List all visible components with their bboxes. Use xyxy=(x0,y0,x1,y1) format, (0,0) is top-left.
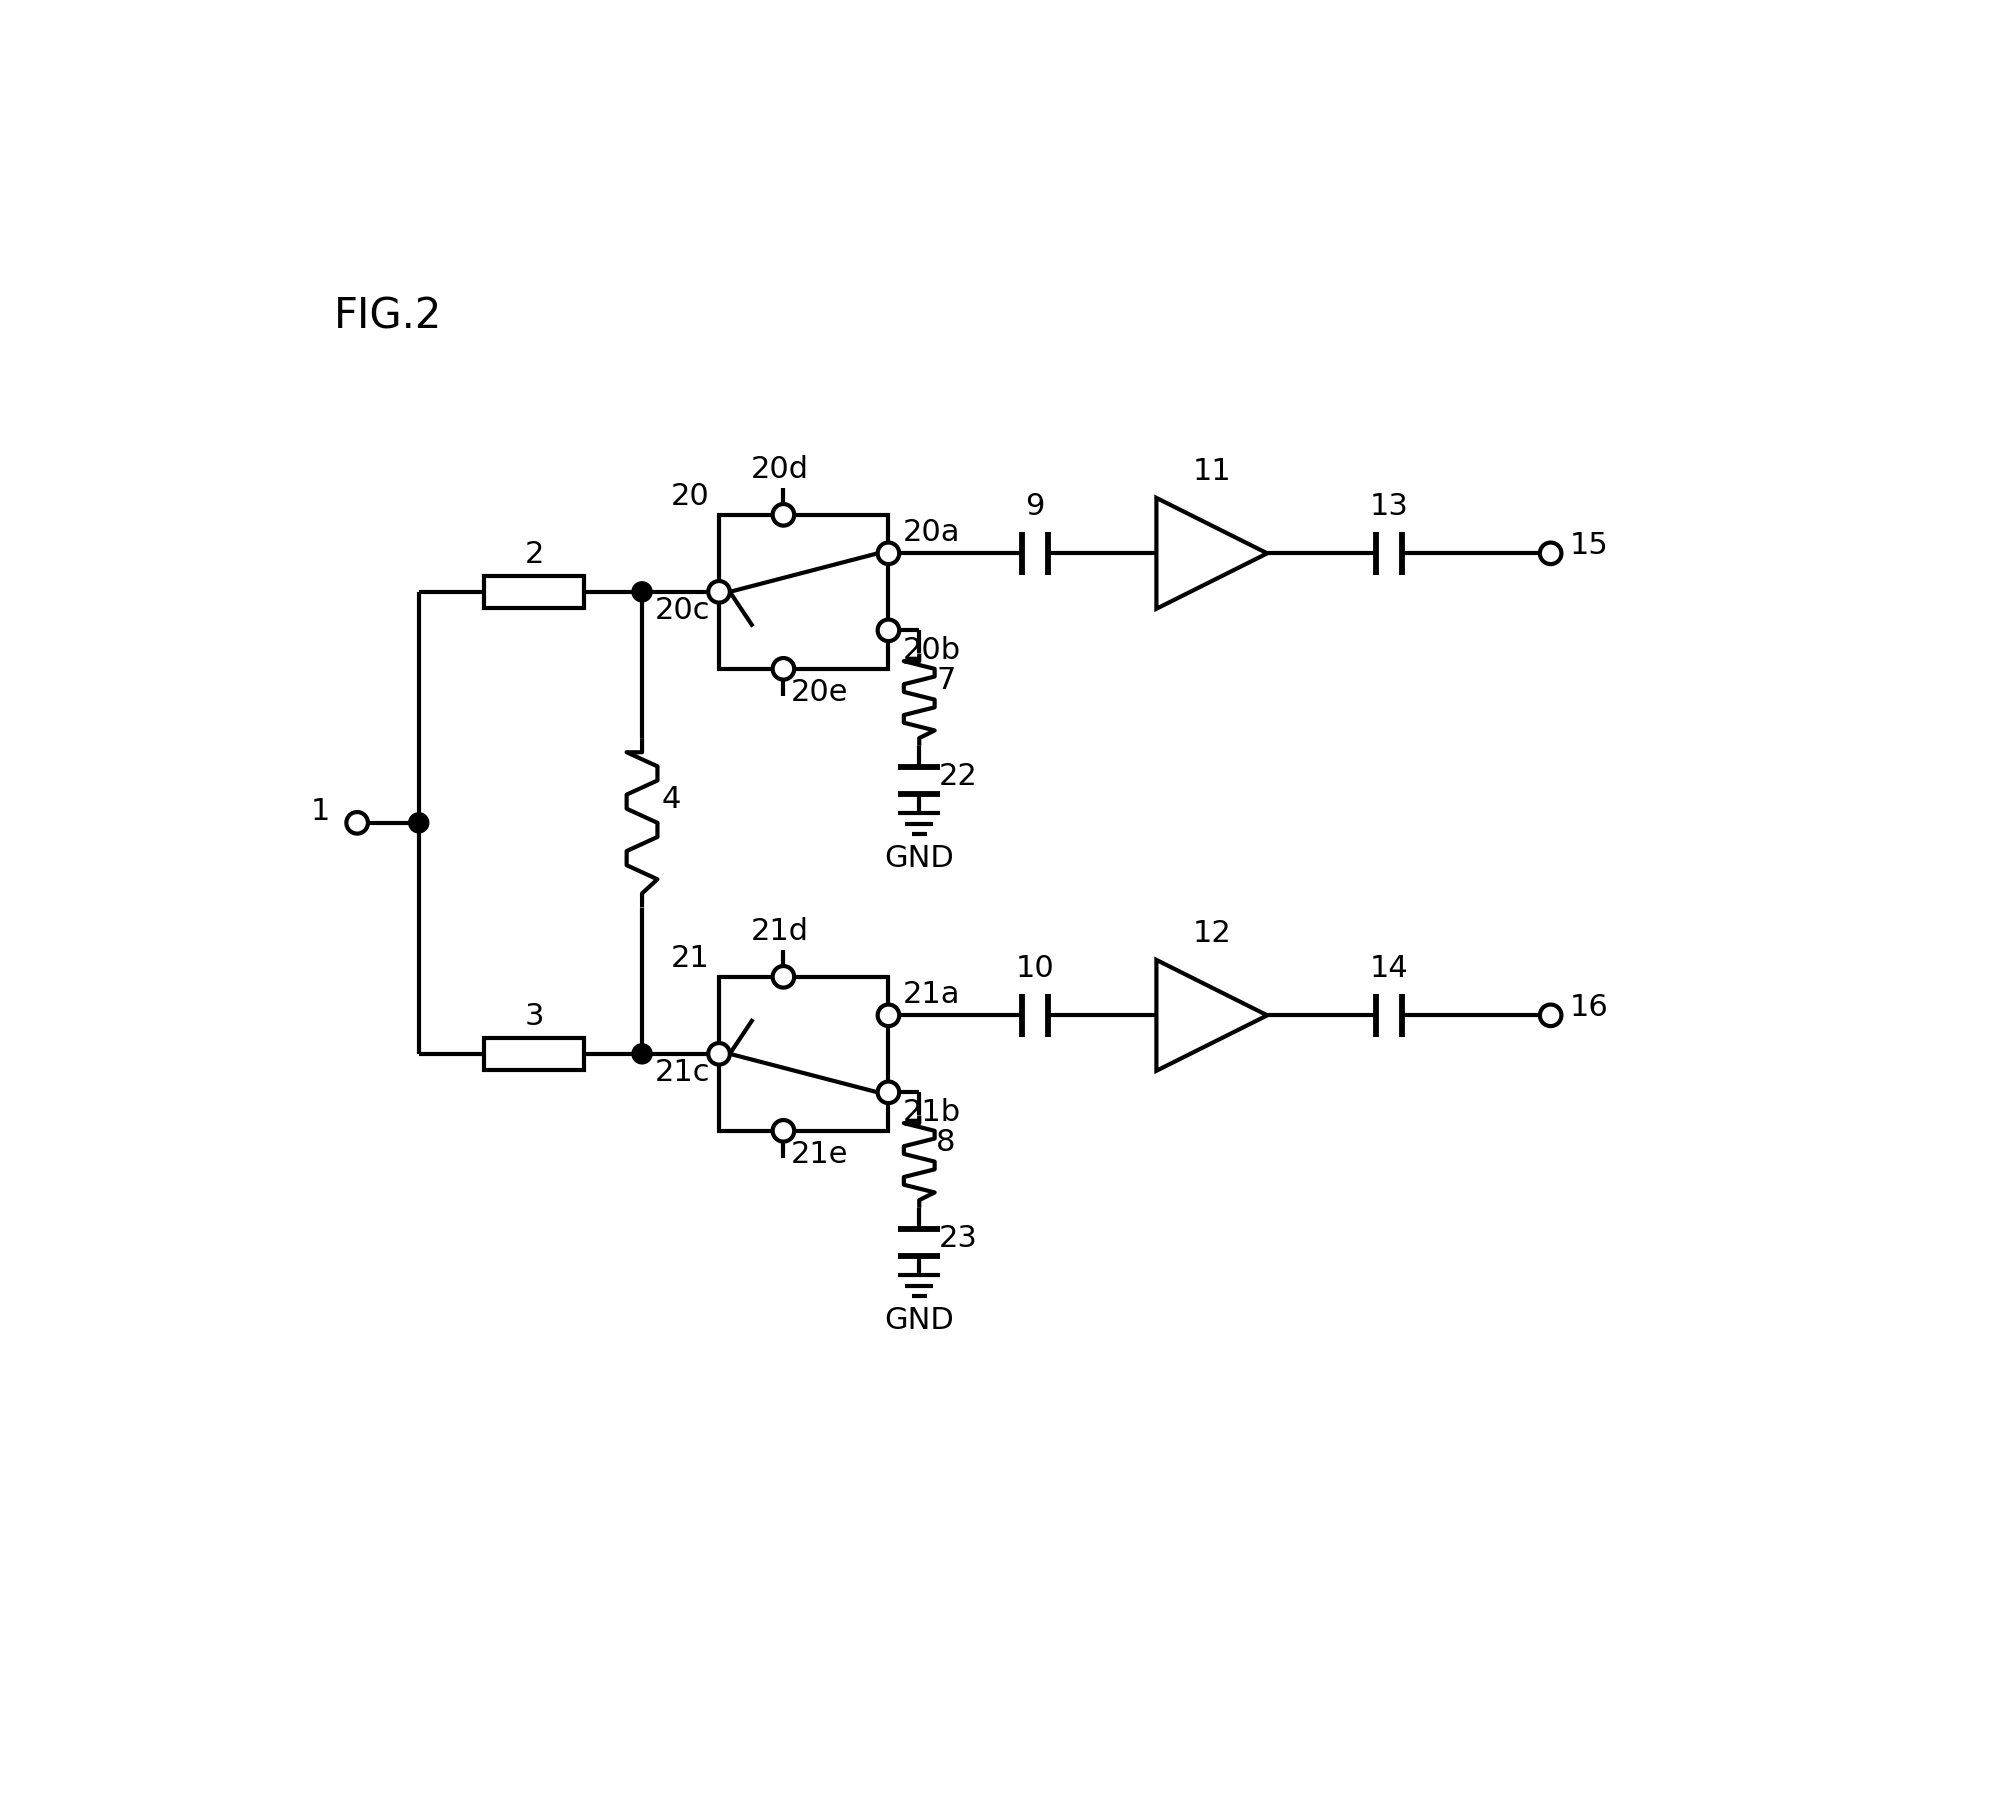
Text: 21c: 21c xyxy=(655,1057,710,1086)
Circle shape xyxy=(772,658,794,679)
Text: 11: 11 xyxy=(1193,457,1232,486)
Text: 14: 14 xyxy=(1369,954,1409,983)
Circle shape xyxy=(772,504,794,526)
Bar xyxy=(484,1037,585,1070)
Circle shape xyxy=(877,1005,899,1026)
Text: 23: 23 xyxy=(939,1223,978,1252)
Text: 21d: 21d xyxy=(750,916,808,947)
Bar xyxy=(720,978,889,1131)
Text: 9: 9 xyxy=(1024,492,1044,520)
Circle shape xyxy=(1540,1005,1562,1026)
Circle shape xyxy=(772,1120,794,1142)
Text: 10: 10 xyxy=(1016,954,1054,983)
Text: FIG.2: FIG.2 xyxy=(335,296,442,338)
Text: 20a: 20a xyxy=(903,519,960,548)
Circle shape xyxy=(708,582,730,602)
Text: 1: 1 xyxy=(310,797,331,826)
Text: 20c: 20c xyxy=(655,596,710,625)
Text: 3: 3 xyxy=(524,1001,544,1030)
Text: 2: 2 xyxy=(524,540,544,569)
Text: 16: 16 xyxy=(1570,994,1609,1023)
Circle shape xyxy=(877,542,899,564)
Circle shape xyxy=(877,1082,899,1102)
Text: 13: 13 xyxy=(1369,492,1409,520)
Text: GND: GND xyxy=(885,844,954,873)
Text: 15: 15 xyxy=(1570,531,1609,560)
Text: 4: 4 xyxy=(661,786,681,815)
Text: 22: 22 xyxy=(939,763,978,791)
Polygon shape xyxy=(1157,499,1268,609)
Text: 12: 12 xyxy=(1193,920,1232,949)
Circle shape xyxy=(708,1043,730,1064)
Text: 21: 21 xyxy=(671,943,710,972)
Text: 20: 20 xyxy=(671,482,710,511)
Polygon shape xyxy=(1157,960,1268,1072)
Text: 7: 7 xyxy=(935,667,956,696)
Text: 20d: 20d xyxy=(750,455,808,484)
Circle shape xyxy=(633,1044,651,1064)
Circle shape xyxy=(347,811,367,833)
Bar xyxy=(720,515,889,669)
Text: 21a: 21a xyxy=(903,979,960,1008)
Circle shape xyxy=(772,967,794,988)
Text: 21b: 21b xyxy=(903,1099,960,1128)
Bar xyxy=(484,576,585,607)
Text: 8: 8 xyxy=(935,1128,956,1156)
Circle shape xyxy=(1540,542,1562,564)
Circle shape xyxy=(409,813,429,833)
Text: 21e: 21e xyxy=(790,1140,849,1169)
Text: 20b: 20b xyxy=(903,636,960,665)
Circle shape xyxy=(633,582,651,602)
Text: 20e: 20e xyxy=(790,678,849,707)
Text: GND: GND xyxy=(885,1306,954,1335)
Circle shape xyxy=(877,620,899,641)
